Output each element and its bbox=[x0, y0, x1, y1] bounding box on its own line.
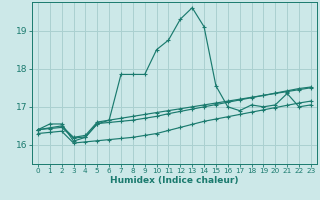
X-axis label: Humidex (Indice chaleur): Humidex (Indice chaleur) bbox=[110, 176, 239, 185]
